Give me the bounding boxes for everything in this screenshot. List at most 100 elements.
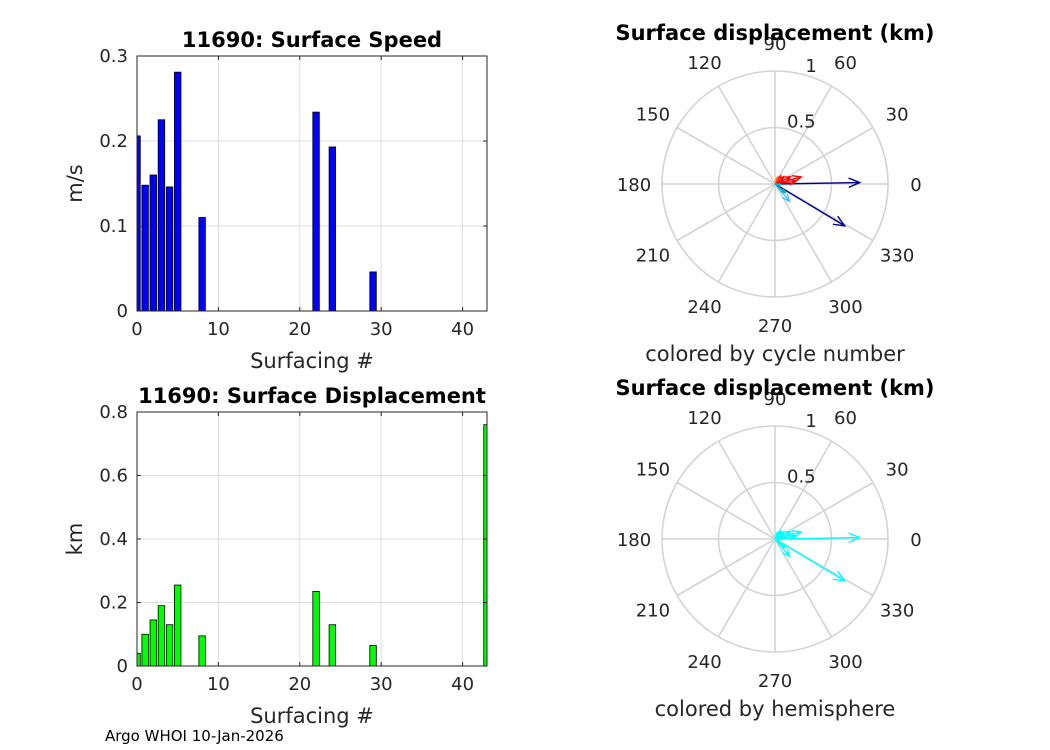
displacement-arrow: [774, 183, 786, 194]
bar: [141, 184, 149, 312]
angle-label: 150: [636, 460, 670, 481]
angle-label: 120: [687, 53, 721, 74]
chart-title: 11690: Surface Displacement: [138, 384, 486, 408]
x-tick-label: 10: [207, 674, 230, 695]
radial-tick-label: 0.5: [787, 466, 816, 487]
polar-spoke: [774, 85, 833, 185]
bar: [157, 119, 166, 312]
angle-label: 30: [886, 460, 909, 481]
angle-label: 210: [636, 246, 670, 267]
radial-tick-label: 1: [805, 411, 816, 432]
radial-tick-label: 0.5: [787, 111, 816, 132]
y-tick-label: 0: [117, 656, 128, 677]
polar-spoke: [717, 440, 776, 540]
bar: [157, 605, 166, 667]
angle-label: 60: [834, 53, 857, 74]
x-tick-label: 0: [131, 319, 142, 340]
x-axis-label: Surfacing #: [250, 349, 374, 373]
arrow-head: [848, 532, 862, 544]
footer-credit: Argo WHOI 10-Jan-2026: [105, 727, 284, 745]
arrow-head: [784, 531, 792, 537]
angle-label: 300: [828, 297, 862, 318]
surface-speed-chart: 0 10 20 30 40 0 0.1 0.2 0.3 11690: Surface Speed S…: [63, 28, 488, 373]
displacement-arrow: [774, 180, 797, 185]
polar-caption: colored by cycle number: [645, 342, 905, 366]
polar-caption: colored by hemisphere: [655, 697, 896, 721]
polar-spoke: [774, 538, 833, 638]
angle-label: 270: [758, 316, 792, 337]
x-tick-label: 30: [370, 319, 393, 340]
bar: [165, 186, 174, 312]
angle-label: 0: [910, 175, 921, 196]
bar: [312, 590, 320, 667]
displacement-arrow: [774, 181, 860, 185]
y-axis-label: m/s: [63, 164, 87, 202]
bar: [369, 271, 377, 312]
polar-spoke: [676, 481, 776, 540]
x-tick-label: 20: [288, 319, 311, 340]
y-tick-label: 0.3: [99, 46, 128, 67]
arrow-head: [848, 177, 862, 189]
polar-spoke: [774, 126, 874, 185]
displacement-arrow: [774, 536, 860, 540]
bar: [328, 146, 337, 312]
polar-spoke: [774, 481, 874, 540]
angle-label: 30: [886, 105, 909, 126]
angle-label: 60: [834, 408, 857, 429]
y-tick-label: 0.6: [99, 466, 128, 487]
arrow-head: [780, 188, 787, 194]
angle-label: 330: [880, 601, 914, 622]
polar-title: Surface displacement (km): [615, 376, 934, 400]
bar: [312, 111, 320, 312]
y-tick-label: 0.8: [99, 402, 128, 423]
x-tick-label: 30: [370, 674, 393, 695]
arrow-head: [832, 570, 847, 582]
displacement-arrow: [774, 538, 846, 582]
bar: [198, 217, 206, 312]
angle-label: 90: [764, 389, 787, 410]
arrow-head: [788, 178, 799, 186]
angle-label: 0: [910, 530, 921, 551]
bar: [174, 584, 182, 667]
x-tick-label: 40: [451, 319, 474, 340]
displacement-arrow: [774, 535, 797, 540]
angle-label: 300: [828, 652, 862, 673]
arrow-head: [780, 543, 787, 549]
radial-tick-label: 1: [805, 56, 816, 77]
polar-spoke: [676, 126, 776, 185]
x-tick-label: 10: [207, 319, 230, 340]
x-tick-label: 20: [288, 674, 311, 695]
polar-spoke: [717, 183, 776, 283]
polar-spoke: [774, 440, 833, 540]
displacement-arrow: [774, 176, 791, 185]
angle-label: 240: [687, 652, 721, 673]
polar-displacement-by-hemisphere: 0 30 60 90 120 150 180 210 240 270 300 330 0.5 1 Surfa…: [615, 376, 934, 721]
arrow-head: [778, 182, 783, 186]
polar-spoke: [717, 538, 776, 638]
polar-displacement-by-cycle: 0 30 60 90 120 150 180 210 240 270 300 330 0.5 1 Surfa…: [615, 21, 934, 366]
axes-box: [136, 55, 488, 312]
arrow-head: [782, 193, 791, 203]
arrow-head: [832, 215, 847, 227]
y-tick-label: 0.2: [99, 593, 128, 614]
polar-title: Surface displacement (km): [615, 21, 934, 45]
displacement-arrow: [774, 538, 786, 549]
bar: [369, 644, 377, 667]
displacement-arrow: [774, 183, 846, 227]
arrow-head: [777, 529, 782, 535]
arrow-head: [775, 530, 779, 536]
chart-title: 11690: Surface Speed: [182, 28, 442, 52]
arrow-head: [782, 548, 791, 558]
angle-label: 120: [687, 408, 721, 429]
angle-label: 210: [636, 601, 670, 622]
y-axis-label: km: [63, 523, 87, 556]
arrow-head: [778, 537, 783, 541]
angle-label: 240: [687, 297, 721, 318]
bar: [141, 633, 149, 667]
angle-label: 150: [636, 105, 670, 126]
polar-spoke: [676, 538, 776, 597]
x-tick-label: 0: [131, 674, 142, 695]
angle-label: 90: [764, 34, 787, 55]
x-axis-label: Surfacing #: [250, 704, 374, 728]
